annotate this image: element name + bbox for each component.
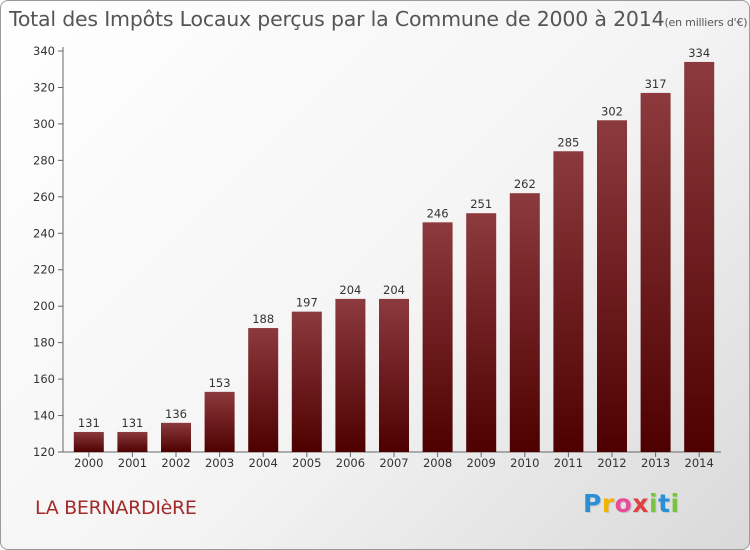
data-label: 136	[165, 407, 187, 421]
x-tick-label: 2000	[74, 456, 103, 470]
logo-letter: r	[601, 489, 615, 518]
data-label: 246	[427, 206, 449, 220]
bar	[422, 222, 453, 452]
data-label: 334	[688, 46, 710, 60]
y-tick-label: 140	[33, 409, 55, 423]
bar	[117, 431, 148, 452]
y-tick-label: 300	[33, 117, 55, 131]
data-label: 204	[383, 283, 405, 297]
x-tick-label: 2006	[336, 456, 365, 470]
logo-letter: o	[614, 489, 633, 518]
data-label: 188	[252, 312, 274, 326]
data-label: 302	[601, 104, 623, 118]
x-tick-label: 2005	[292, 456, 321, 470]
data-label: 285	[557, 135, 579, 149]
y-tick-label: 320	[33, 80, 55, 94]
logo-letter: P	[583, 489, 602, 518]
y-tick-label: 340	[33, 44, 55, 58]
bar	[161, 422, 191, 452]
bar	[640, 92, 671, 452]
bar	[73, 431, 104, 452]
bar	[248, 328, 279, 452]
y-tick-label: 160	[33, 372, 55, 386]
chart-unit: (en milliers d'€)	[664, 16, 748, 29]
x-tick-label: 2010	[510, 456, 539, 470]
bar	[291, 311, 322, 452]
x-tick-label: 2014	[685, 456, 714, 470]
y-tick-label: 260	[33, 190, 55, 204]
x-tick-label: 2003	[205, 456, 234, 470]
value-labels: 131 131 136 153 188 197 204 204 246 251 262 285 302 3…	[78, 46, 710, 430]
x-tick-label: 2001	[118, 456, 147, 470]
bar	[379, 298, 409, 452]
x-tick-label: 2002	[161, 456, 190, 470]
data-label: 317	[645, 77, 667, 91]
x-tick-label: 2008	[423, 456, 452, 470]
chart-title-text: Total des Impôts Locaux perçus par la Co…	[9, 7, 665, 31]
axes: 120 140 160 180 200 220 240 260 280 300 320 340 2000…	[33, 44, 721, 470]
y-tick-label: 180	[33, 336, 55, 350]
bar	[597, 120, 627, 452]
data-label: 153	[209, 376, 231, 390]
y-tick-label: 220	[33, 263, 55, 277]
x-tick-label: 2012	[597, 456, 626, 470]
bar	[553, 151, 584, 452]
x-tick-label: 2004	[249, 456, 278, 470]
y-tick-label: 200	[33, 299, 55, 313]
logo-letter: x	[632, 489, 649, 518]
logo-letter: i	[649, 489, 659, 518]
y-tick-label: 120	[33, 445, 55, 459]
proxiti-logo: Proxiti	[583, 489, 680, 518]
chart-title: Total des Impôts Locaux perçus par la Co…	[9, 7, 748, 31]
data-label: 197	[296, 296, 318, 310]
logo-letter: i	[670, 489, 680, 518]
bar	[466, 213, 497, 452]
data-label: 262	[514, 177, 536, 191]
data-label: 131	[78, 416, 100, 430]
data-label: 251	[470, 197, 492, 211]
data-label: 131	[121, 416, 143, 430]
data-label: 204	[339, 283, 361, 297]
y-tick-label: 240	[33, 226, 55, 240]
bar	[509, 193, 540, 452]
x-tick-label: 2009	[467, 456, 496, 470]
x-tick-label: 2007	[379, 456, 408, 470]
y-tick-label: 280	[33, 153, 55, 167]
bars	[73, 61, 715, 452]
logo-letter: t	[658, 489, 671, 518]
x-tick-label: 2011	[554, 456, 583, 470]
bar	[335, 298, 366, 452]
commune-name: LA BERNARDIèRE	[35, 497, 197, 519]
x-tick-label: 2013	[641, 456, 670, 470]
bar	[684, 61, 715, 452]
bar	[204, 391, 235, 452]
